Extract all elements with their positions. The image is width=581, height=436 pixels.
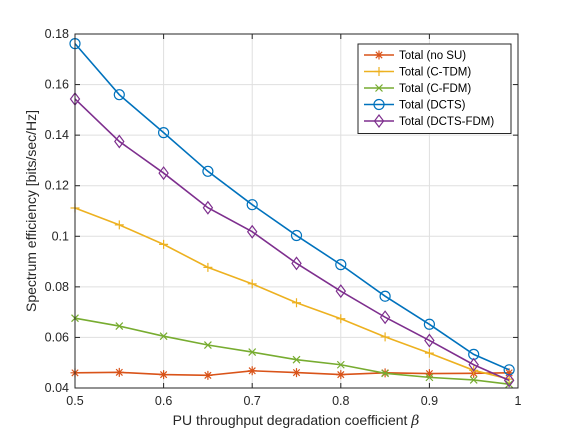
data-point-marker [158,127,170,139]
data-point-marker [248,348,257,357]
legend-item: Total (C-FDM) [364,83,471,95]
legend-item: Total (DCTS-FDM) [364,114,494,128]
x-tick-label: 1 [515,394,522,408]
data-point-marker [202,165,214,177]
data-point-marker [424,333,435,348]
data-point-marker [113,89,125,101]
y-axis-title: Spectrum efficiency [bits/sec/Hz] [23,110,39,312]
data-point-marker [424,348,434,358]
legend-label: Total (DCTS) [399,100,466,112]
data-point-marker [159,370,169,380]
data-point-marker [374,67,384,76]
data-point-marker [423,318,435,330]
data-point-marker [158,166,169,181]
data-point-marker [373,98,385,111]
legend-label: Total (C-TDM) [399,67,471,79]
data-point-marker [247,279,257,289]
series [69,91,515,388]
data-point-marker [381,369,390,378]
data-point-marker [291,256,302,271]
data-point-marker [336,314,346,324]
data-point-marker [469,375,478,384]
data-point-marker [114,367,124,377]
data-point-marker [114,220,124,230]
y-tick-label: 0.18 [45,27,69,41]
data-point-marker [374,50,384,60]
data-point-marker [203,341,212,349]
series-line [74,98,510,382]
data-point-marker [375,84,383,92]
data-point-marker [373,114,385,128]
data-point-marker [335,259,347,271]
data-point-marker [336,370,346,380]
plot-frame [74,33,519,389]
data-point-marker [114,134,125,149]
y-tick-label: 0.04 [45,381,69,395]
legend-label: Total (C-FDM) [399,83,471,95]
data-point-marker [115,322,124,330]
data-point-marker [202,200,214,215]
data-point-marker [246,199,258,211]
data-point-marker [335,284,347,299]
data-point-marker [247,366,257,376]
legend-item: Total (DCTS) [364,98,466,112]
data-point-marker [380,332,390,342]
data-point-marker [246,224,258,239]
data-point-marker [424,369,434,379]
axis-ticks: 0.5 0.6 0.7 0.8 0.9 1 0.04 0.06 0.08 0.1 0.12 0.14 0… [45,27,522,408]
legend: Total (no SU) Total (C-TDM) Total (C-FDM) T… [357,43,512,134]
x-tick-label: 0.9 [421,394,438,408]
data-point-marker [290,229,303,242]
x-tick-label: 0.5 [66,394,83,408]
data-point-marker [425,373,434,382]
x-tick-label: 0.8 [332,394,349,408]
data-point-marker [159,239,169,249]
data-point-marker [292,368,301,378]
legend-item: Total (C-TDM) [364,67,471,79]
x-tick-label: 0.7 [244,394,261,408]
data-point-marker [292,298,301,308]
data-point-marker [159,332,168,341]
data-point-marker [505,380,514,389]
data-point-marker [292,355,301,364]
x-tick-label: 0.6 [155,394,172,408]
data-point-marker [468,357,479,372]
series-layer [69,38,515,389]
legend-label: Total (DCTS-FDM) [399,116,494,128]
data-point-marker [379,290,391,302]
data-point-marker [379,310,391,325]
y-tick-label: 0.12 [45,179,69,193]
series [71,314,514,389]
y-tick-label: 0.16 [45,78,69,92]
y-tick-label: 0.14 [45,128,69,142]
series [70,203,514,384]
legend-item: Total (no SU) [364,50,466,62]
data-point-marker [504,368,514,378]
data-point-marker [203,370,213,380]
data-point-marker [503,373,515,388]
series [69,38,515,376]
x-axis-title: PU throughput degradation coefficient β [173,412,420,429]
data-point-marker [203,262,213,272]
y-tick-label: 0.06 [45,330,69,344]
legend-label: Total (no SU) [399,50,466,62]
series-line [74,43,510,371]
data-point-marker [336,360,345,369]
y-tick-label: 0.08 [45,280,69,294]
y-tick-label: 0.1 [52,229,69,243]
